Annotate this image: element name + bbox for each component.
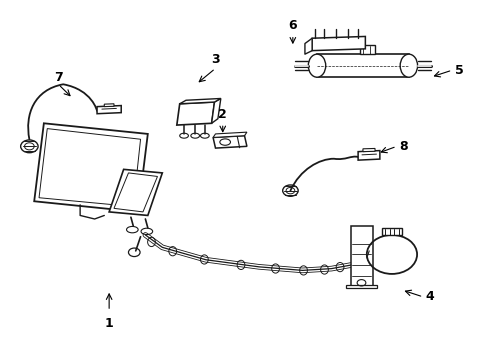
Ellipse shape: [399, 54, 417, 77]
Polygon shape: [97, 105, 121, 114]
Text: 4: 4: [425, 291, 434, 303]
Polygon shape: [350, 226, 372, 286]
Polygon shape: [346, 284, 377, 288]
Polygon shape: [213, 136, 246, 148]
Text: 7: 7: [54, 71, 62, 84]
Polygon shape: [211, 99, 221, 123]
Polygon shape: [104, 104, 114, 107]
Polygon shape: [180, 99, 221, 104]
Text: 3: 3: [211, 53, 220, 66]
Text: 1: 1: [104, 317, 113, 330]
Text: 8: 8: [398, 140, 407, 153]
Polygon shape: [357, 150, 379, 160]
Bar: [316, 54, 408, 77]
Polygon shape: [360, 45, 374, 54]
Polygon shape: [382, 228, 401, 235]
Text: 5: 5: [454, 64, 463, 77]
Polygon shape: [213, 132, 246, 138]
Text: 6: 6: [288, 19, 297, 32]
Ellipse shape: [308, 54, 325, 77]
Polygon shape: [177, 102, 214, 125]
Text: 2: 2: [218, 108, 226, 121]
Polygon shape: [362, 148, 374, 152]
Polygon shape: [109, 169, 162, 215]
Polygon shape: [311, 36, 365, 51]
